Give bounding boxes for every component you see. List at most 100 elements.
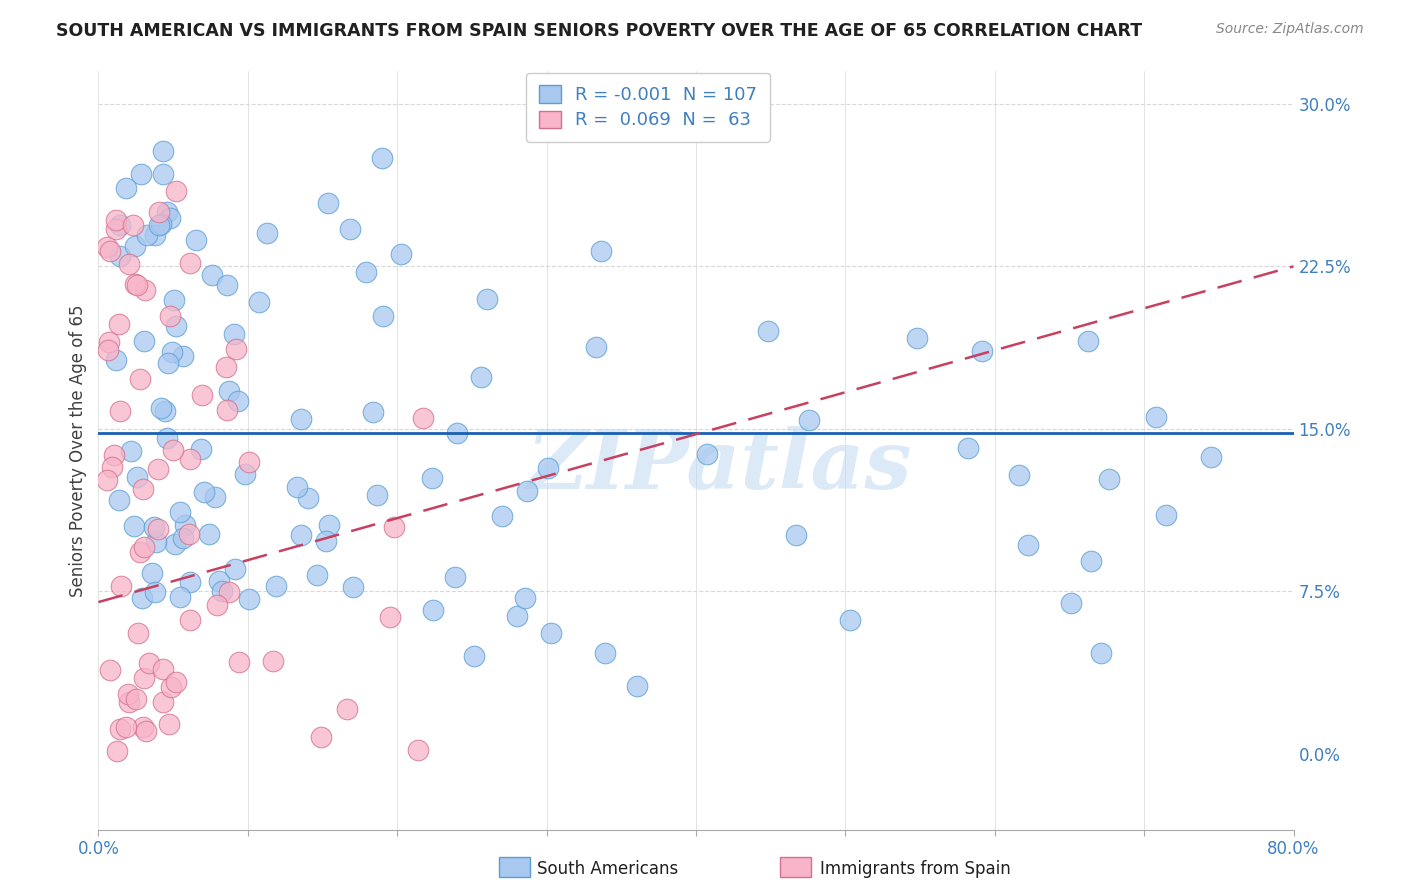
- Point: [371, 152, 394, 166]
- Point: [238, 455, 260, 469]
- Point: [516, 483, 538, 498]
- Point: [207, 598, 229, 612]
- Point: [184, 233, 207, 247]
- Point: [201, 268, 224, 282]
- Point: [354, 265, 377, 279]
- Point: [118, 257, 141, 271]
- Point: [129, 372, 152, 386]
- Point: [132, 482, 155, 496]
- Point: [215, 403, 238, 417]
- Point: [103, 448, 125, 462]
- Point: [215, 359, 238, 374]
- Point: [152, 695, 174, 709]
- Point: [198, 527, 221, 541]
- Point: [307, 568, 329, 582]
- Point: [105, 222, 128, 236]
- Point: [463, 648, 485, 663]
- Point: [342, 580, 364, 594]
- Point: [100, 460, 122, 475]
- Point: [117, 687, 139, 701]
- Point: [160, 680, 183, 694]
- Point: [970, 343, 993, 358]
- Point: [785, 527, 807, 541]
- Point: [361, 405, 384, 419]
- Point: [389, 247, 412, 261]
- Point: [179, 527, 201, 541]
- Point: [285, 480, 308, 494]
- Point: [121, 219, 143, 233]
- Point: [475, 293, 498, 307]
- Point: [131, 167, 153, 181]
- Point: [179, 255, 201, 269]
- Point: [160, 345, 183, 359]
- Point: [134, 283, 156, 297]
- Point: [491, 508, 513, 523]
- Point: [247, 295, 270, 310]
- Point: [1154, 508, 1177, 522]
- Point: [626, 679, 648, 693]
- Point: [152, 144, 174, 158]
- Point: [297, 491, 319, 505]
- Point: [169, 505, 191, 519]
- Point: [318, 196, 340, 211]
- Point: [131, 591, 153, 606]
- Point: [204, 490, 226, 504]
- Point: [179, 574, 201, 589]
- Point: [589, 244, 612, 259]
- Point: [132, 671, 155, 685]
- Point: [1199, 450, 1222, 464]
- Point: [138, 656, 160, 670]
- Point: [172, 349, 194, 363]
- Point: [96, 473, 118, 487]
- Point: [228, 655, 250, 669]
- Point: [143, 520, 166, 534]
- Point: [107, 317, 129, 331]
- Point: [218, 384, 240, 399]
- Point: [513, 591, 536, 606]
- Point: [162, 443, 184, 458]
- Point: [585, 340, 607, 354]
- Point: [444, 570, 467, 584]
- Point: [373, 309, 395, 323]
- Point: [540, 626, 562, 640]
- Point: [172, 531, 194, 545]
- Point: [118, 695, 141, 709]
- Point: [315, 533, 337, 548]
- Point: [148, 219, 170, 233]
- Point: [218, 584, 240, 599]
- Point: [537, 460, 560, 475]
- Point: [506, 609, 529, 624]
- Point: [98, 663, 121, 677]
- Point: [165, 318, 187, 333]
- Point: [136, 227, 159, 242]
- Point: [165, 184, 187, 198]
- Point: [173, 518, 195, 533]
- Text: Source: ZipAtlas.com: Source: ZipAtlas.com: [1216, 22, 1364, 37]
- Point: [157, 717, 180, 731]
- Point: [96, 240, 118, 254]
- Point: [190, 388, 212, 402]
- Point: [193, 485, 215, 500]
- Point: [159, 211, 181, 225]
- Point: [105, 212, 128, 227]
- Point: [224, 562, 246, 576]
- Point: [1060, 596, 1083, 610]
- Point: [217, 278, 239, 293]
- Point: [380, 609, 402, 624]
- Point: [233, 467, 256, 481]
- Point: [157, 356, 180, 370]
- Point: [98, 244, 121, 259]
- Point: [905, 331, 928, 345]
- Point: [339, 222, 361, 236]
- Point: [115, 720, 138, 734]
- Point: [309, 730, 332, 744]
- Point: [208, 574, 231, 588]
- Point: [262, 654, 284, 668]
- Point: [125, 277, 148, 292]
- Point: [165, 675, 187, 690]
- Point: [593, 646, 616, 660]
- Legend: R = -0.001  N = 107, R =  0.069  N =  63: R = -0.001 N = 107, R = 0.069 N = 63: [526, 73, 770, 142]
- Point: [152, 662, 174, 676]
- Point: [190, 442, 212, 456]
- Point: [290, 528, 312, 542]
